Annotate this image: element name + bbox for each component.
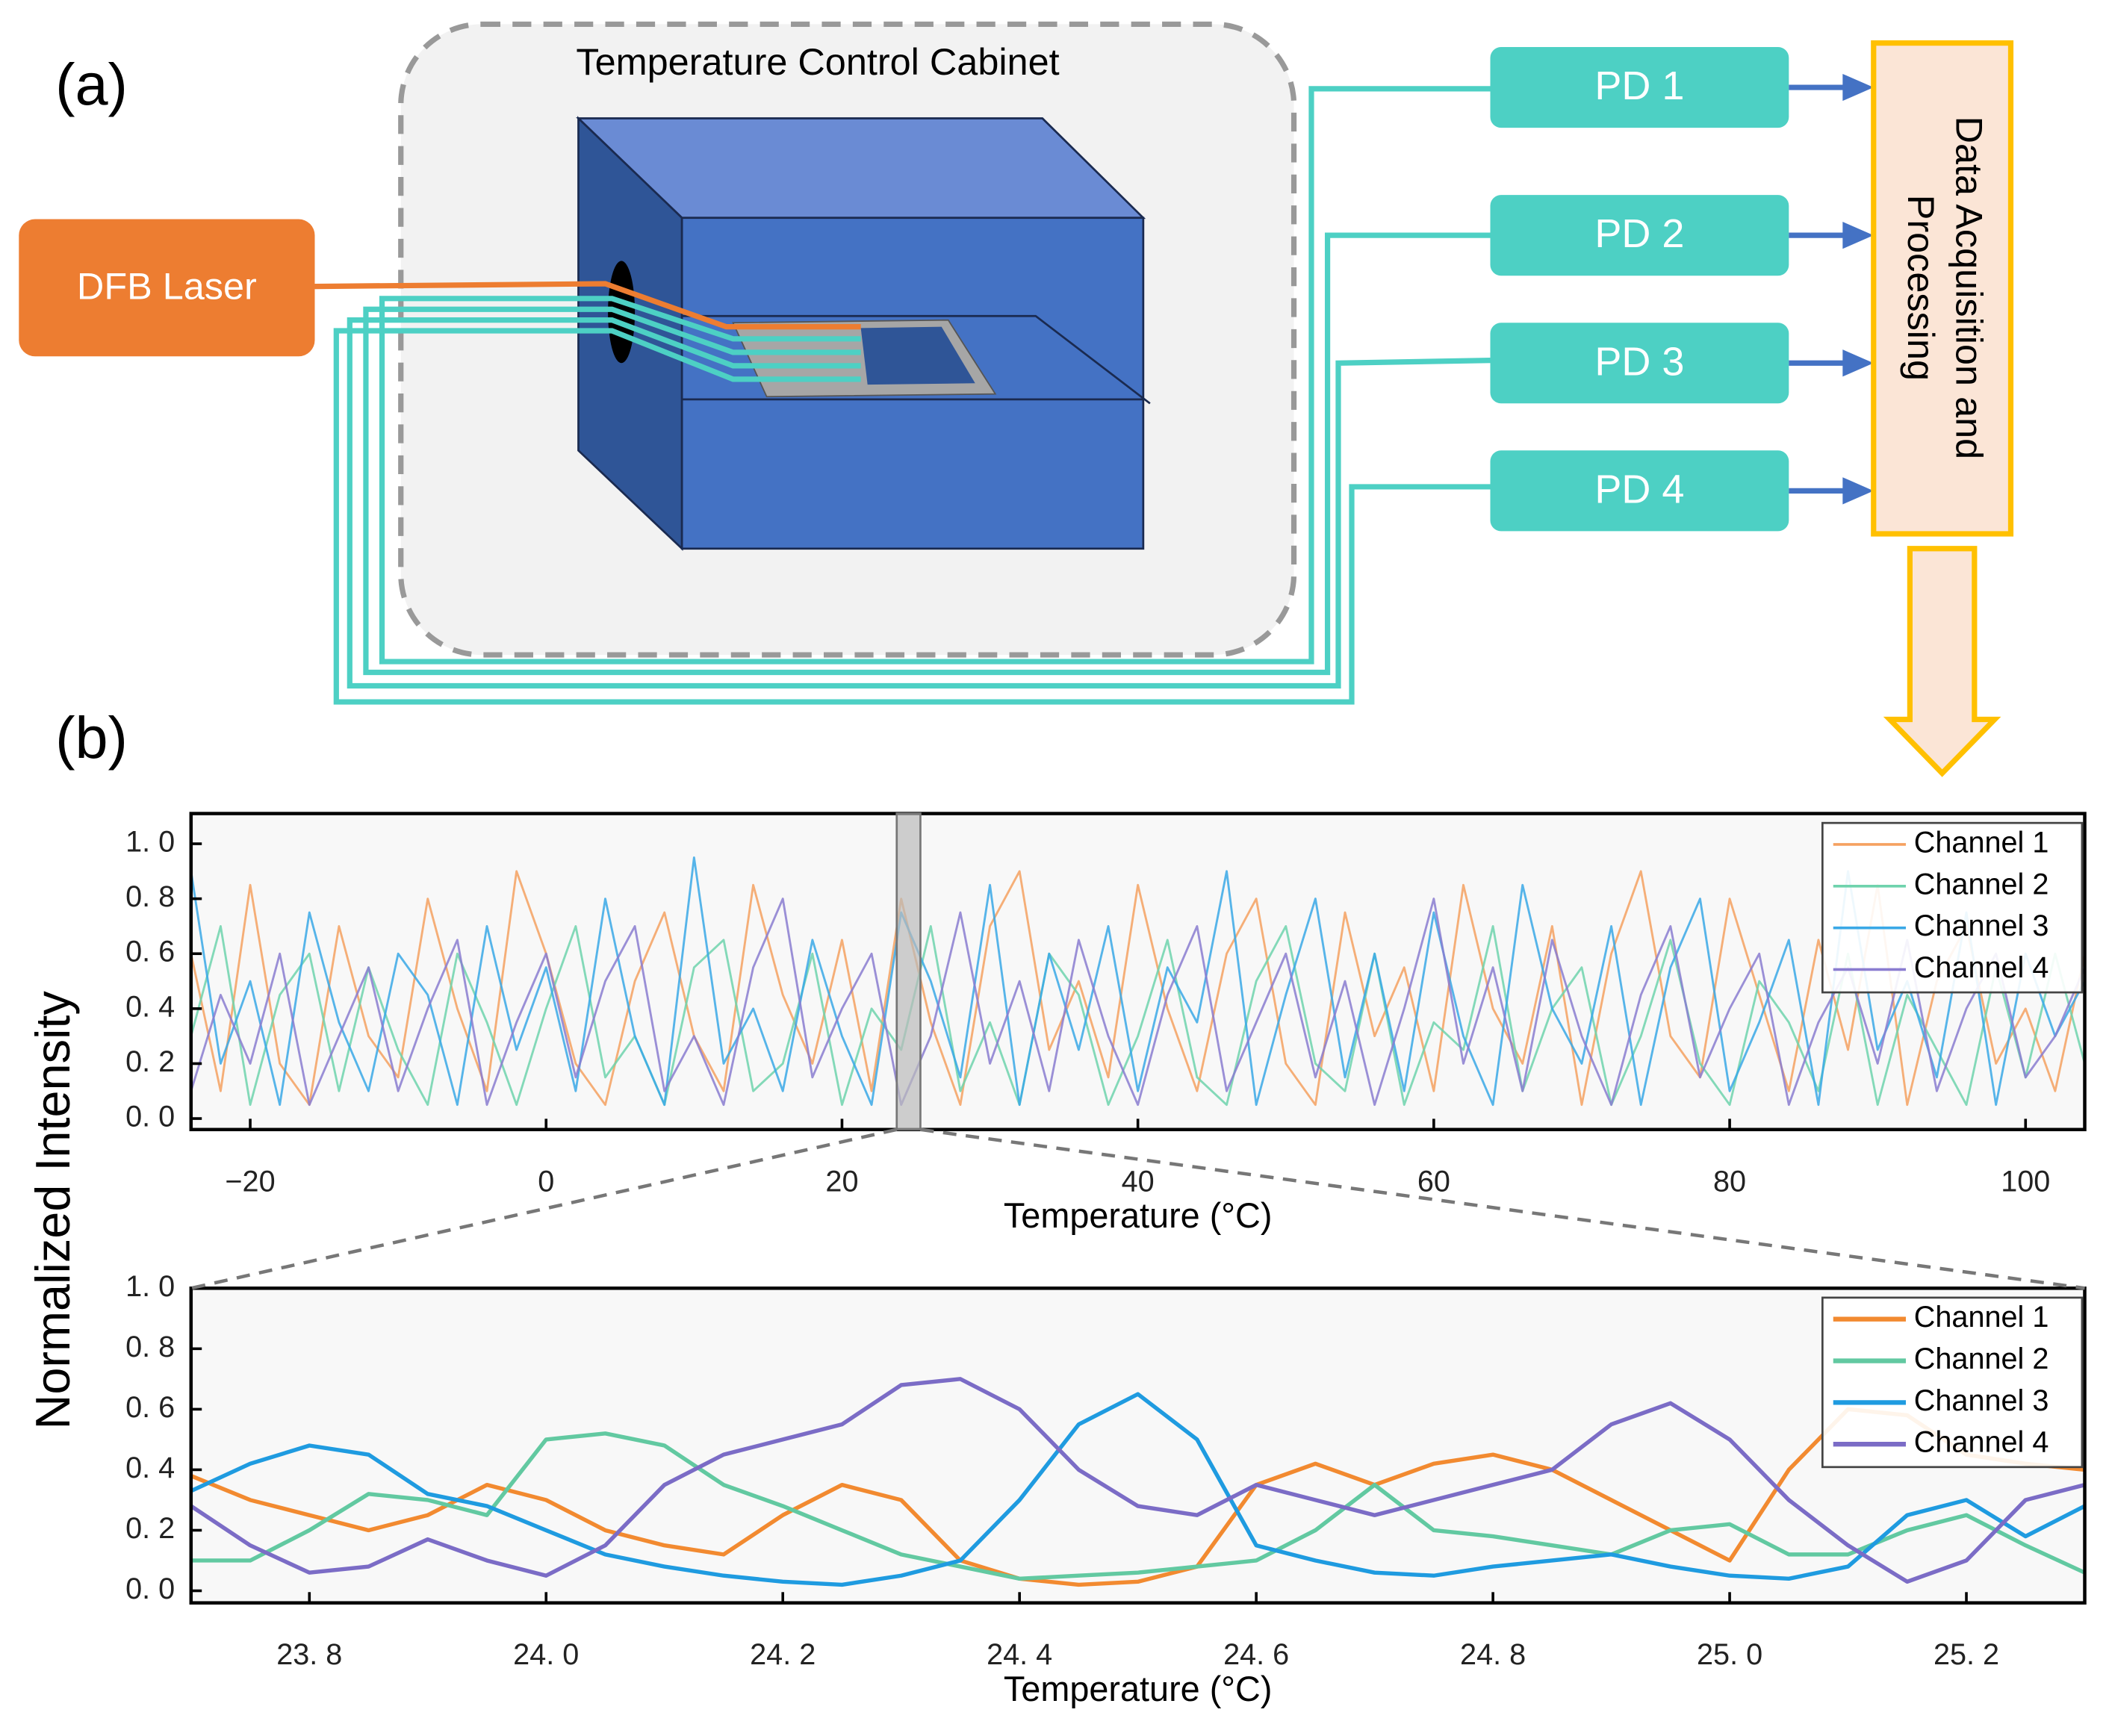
y-tick-label: 0. 2 xyxy=(125,1512,175,1545)
legend-label: Channel 3 xyxy=(1914,1384,2049,1417)
x-tick-label: 23. 8 xyxy=(276,1638,342,1671)
zoom-guide xyxy=(190,1127,898,1290)
x-tick-label: 24. 8 xyxy=(1460,1638,1526,1671)
legend-label: Channel 1 xyxy=(1914,826,2049,859)
laser-box xyxy=(19,219,315,357)
plot-frame xyxy=(189,1287,2087,1605)
pd-box xyxy=(1490,195,1789,276)
x-tick-label: 24. 2 xyxy=(750,1638,816,1671)
x-tick-label: 40 xyxy=(1122,1165,1155,1198)
series-line xyxy=(190,897,2085,1107)
x-tick-label: 25. 2 xyxy=(1933,1638,1999,1671)
x-axis-label: Temperature (°C) xyxy=(1004,1670,1273,1708)
x-tick-label: 24. 6 xyxy=(1223,1638,1289,1671)
pd-box xyxy=(1490,47,1789,128)
panel-label: (b) xyxy=(55,704,128,771)
y-tick-label: 0. 6 xyxy=(125,1391,175,1424)
fibers xyxy=(333,86,1491,705)
legend-box xyxy=(1821,1296,2084,1469)
zoom-band xyxy=(895,812,922,1131)
y-tick-label: 0. 8 xyxy=(125,1331,175,1363)
arrows xyxy=(1789,73,1874,505)
y-tick-label: 0. 4 xyxy=(125,990,175,1023)
legend-label: Channel 2 xyxy=(1914,1343,2049,1375)
legend-label: Channel 3 xyxy=(1914,909,2049,942)
pd-label: PD 4 xyxy=(1594,467,1684,511)
panel-label: (a) xyxy=(55,51,128,117)
cabinet-title: Temperature Control Cabinet xyxy=(576,40,1059,83)
x-tick-label: 20 xyxy=(825,1165,858,1198)
x-tick-label: 0 xyxy=(538,1165,554,1198)
y-tick-label: 1. 0 xyxy=(125,826,175,859)
laser-label: DFB Laser xyxy=(77,265,257,308)
chip-core xyxy=(860,326,975,385)
x-tick-label: 24. 4 xyxy=(987,1638,1052,1671)
series-line xyxy=(190,1392,2085,1587)
x-tick-label: −20 xyxy=(225,1165,275,1198)
plot-frame xyxy=(189,812,2087,1132)
processor-label: Processing xyxy=(1900,195,1942,381)
series-line xyxy=(190,856,2085,1107)
down-arrow xyxy=(1883,546,2001,777)
legend-label: Channel 4 xyxy=(1914,1426,2049,1459)
x-tick-label: 24. 0 xyxy=(513,1638,579,1671)
x-tick-label: 25. 0 xyxy=(1697,1638,1762,1671)
pd-label: PD 1 xyxy=(1594,63,1684,108)
x-tick-label: 80 xyxy=(1713,1165,1746,1198)
y-tick-label: 0. 8 xyxy=(125,880,175,913)
series-line xyxy=(190,1377,2085,1584)
legend-label: Channel 2 xyxy=(1914,868,2049,900)
y-tick-label: 0. 4 xyxy=(125,1452,175,1484)
y-tick-label: 0. 6 xyxy=(125,936,175,968)
plot-area xyxy=(190,1288,2085,1603)
legend-box xyxy=(1821,821,2084,994)
processor-box xyxy=(1871,40,2014,537)
box-slot xyxy=(682,314,1151,405)
x-tick-label: 100 xyxy=(2001,1165,2050,1198)
laser-fiber xyxy=(314,281,861,330)
legend-label: Channel 4 xyxy=(1914,951,2049,984)
legend-label: Channel 1 xyxy=(1914,1301,2049,1334)
y-axis-label: Normalized Intensity xyxy=(25,991,80,1430)
series-line xyxy=(190,870,2085,1107)
pd-label: PD 3 xyxy=(1594,339,1684,384)
pd-box xyxy=(1490,323,1789,404)
pd-label: PD 2 xyxy=(1594,211,1684,256)
y-tick-label: 0. 0 xyxy=(125,1101,175,1133)
x-axis-label: Temperature (°C) xyxy=(1004,1196,1273,1235)
y-tick-label: 1. 0 xyxy=(125,1270,175,1303)
plot-area xyxy=(190,813,2085,1130)
series-line xyxy=(190,1431,2085,1581)
pd-box xyxy=(1490,450,1789,532)
processor-label: Data Acquisition and xyxy=(1948,116,1991,460)
detectors: PD 1 PD 2 PD 3 PD 4 xyxy=(1490,47,1789,532)
y-tick-label: 0. 2 xyxy=(125,1045,175,1078)
zoom-guide xyxy=(920,1127,2085,1290)
x-tick-label: 60 xyxy=(1417,1165,1450,1198)
y-tick-label: 0. 0 xyxy=(125,1572,175,1605)
